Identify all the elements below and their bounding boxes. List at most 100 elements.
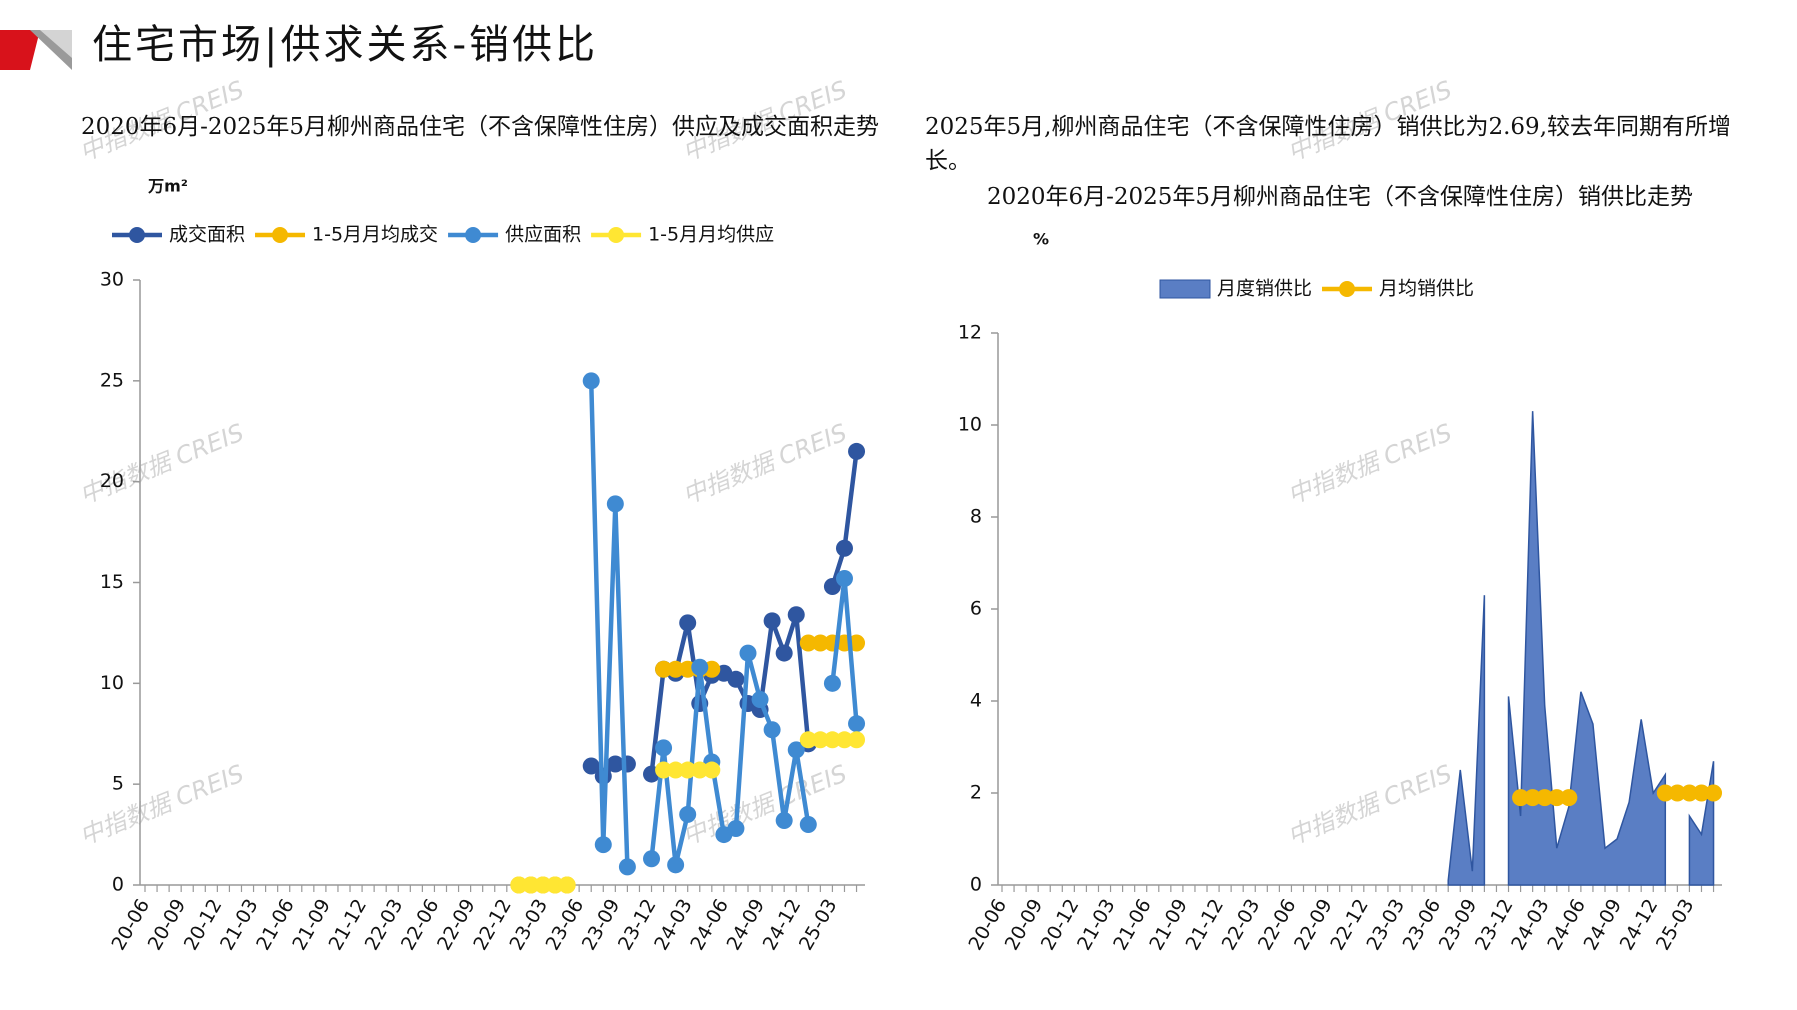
point xyxy=(522,876,540,894)
point xyxy=(727,820,745,838)
point xyxy=(1692,784,1710,802)
y-tick-label: 5 xyxy=(112,773,124,795)
point xyxy=(594,836,612,854)
point xyxy=(823,731,841,749)
point xyxy=(667,856,685,874)
legend-marker xyxy=(129,227,145,243)
point xyxy=(751,690,769,708)
point xyxy=(558,876,576,894)
point xyxy=(1536,789,1554,807)
y-tick-label: 12 xyxy=(958,322,982,344)
point xyxy=(799,816,817,833)
watermark: 中指数据 CREIS xyxy=(1283,759,1455,850)
legend-marker xyxy=(1339,281,1356,297)
series-area xyxy=(1447,411,1715,886)
point xyxy=(582,372,600,390)
point xyxy=(835,731,853,749)
point xyxy=(763,612,781,630)
point xyxy=(799,634,817,652)
watermark: 中指数据 CREIS xyxy=(1283,418,1455,509)
series-line xyxy=(589,451,859,779)
point xyxy=(655,739,673,757)
y-tick-label: 4 xyxy=(970,690,982,712)
x-tick-label: 25-03 xyxy=(795,895,842,954)
point xyxy=(582,757,600,775)
point xyxy=(1656,784,1674,802)
y-axis-label: % xyxy=(1033,230,1049,249)
point xyxy=(534,876,552,894)
point xyxy=(1560,789,1578,807)
point xyxy=(1512,789,1530,807)
point xyxy=(775,811,793,829)
legend-label: 月均销供比 xyxy=(1379,278,1474,300)
point xyxy=(848,731,866,749)
point xyxy=(703,761,721,779)
point xyxy=(787,606,805,624)
point xyxy=(835,539,853,557)
point xyxy=(1680,784,1698,802)
legend-marker xyxy=(465,227,482,243)
point xyxy=(679,761,697,779)
point xyxy=(655,761,673,779)
point xyxy=(848,715,866,733)
x-tick-label: 25-03 xyxy=(1652,895,1699,954)
point xyxy=(655,660,673,678)
point xyxy=(691,761,709,779)
y-axis-label: 万m² xyxy=(147,177,188,196)
y-tick-label: 10 xyxy=(958,414,982,436)
point xyxy=(1705,784,1723,802)
point xyxy=(811,634,829,652)
chart-title: 2020年6月-2025年5月柳州商品住宅（不含保障性住房）供应及成交面积走势 xyxy=(80,114,880,140)
point xyxy=(510,876,528,894)
legend-label: 成交面积 xyxy=(169,224,245,246)
y-tick-label: 15 xyxy=(100,571,124,593)
page-title: 住宅市场|供求关系-销供比 xyxy=(92,22,598,68)
y-tick-label: 2 xyxy=(970,782,982,804)
point xyxy=(799,731,817,749)
point xyxy=(848,442,866,460)
point xyxy=(606,495,624,513)
legend-label: 供应面积 xyxy=(505,224,581,246)
point xyxy=(679,614,697,632)
point xyxy=(1548,789,1566,807)
point xyxy=(1668,784,1686,802)
legend-marker xyxy=(608,227,625,243)
point xyxy=(811,731,829,749)
point xyxy=(787,741,805,759)
y-tick-label: 20 xyxy=(100,470,124,492)
point xyxy=(835,569,853,587)
point xyxy=(618,858,636,876)
y-tick-label: 0 xyxy=(112,874,124,896)
y-tick-label: 30 xyxy=(100,269,124,291)
y-tick-label: 8 xyxy=(970,506,982,528)
watermark: 中指数据 CREIS xyxy=(678,418,850,509)
annotation: 2025年5月,柳州商品住宅（不含保障性住房）销供比为2.69,较去年同期有所增… xyxy=(925,114,1731,174)
legend-marker xyxy=(272,227,289,243)
logo-red xyxy=(0,30,40,70)
point xyxy=(546,876,564,894)
point xyxy=(823,578,841,596)
logo-light xyxy=(40,30,72,58)
point xyxy=(667,761,685,779)
watermark: 中指数据 CREIS xyxy=(75,418,247,509)
y-tick-label: 6 xyxy=(970,598,982,620)
y-tick-label: 10 xyxy=(100,672,124,694)
point xyxy=(618,755,636,773)
point xyxy=(679,805,697,823)
point xyxy=(1524,789,1542,807)
chart-title: 2020年6月-2025年5月柳州商品住宅（不含保障性住房）销供比走势 xyxy=(986,184,1694,210)
point xyxy=(763,721,781,739)
point xyxy=(823,674,841,692)
point xyxy=(739,644,757,662)
point xyxy=(727,670,745,688)
y-tick-label: 25 xyxy=(100,369,124,391)
y-tick-label: 0 xyxy=(970,874,982,896)
legend-swatch xyxy=(1159,279,1211,299)
point xyxy=(691,658,709,676)
point xyxy=(667,660,685,678)
point xyxy=(606,755,624,773)
point xyxy=(643,850,661,868)
legend-label: 1-5月月均供应 xyxy=(648,224,774,246)
